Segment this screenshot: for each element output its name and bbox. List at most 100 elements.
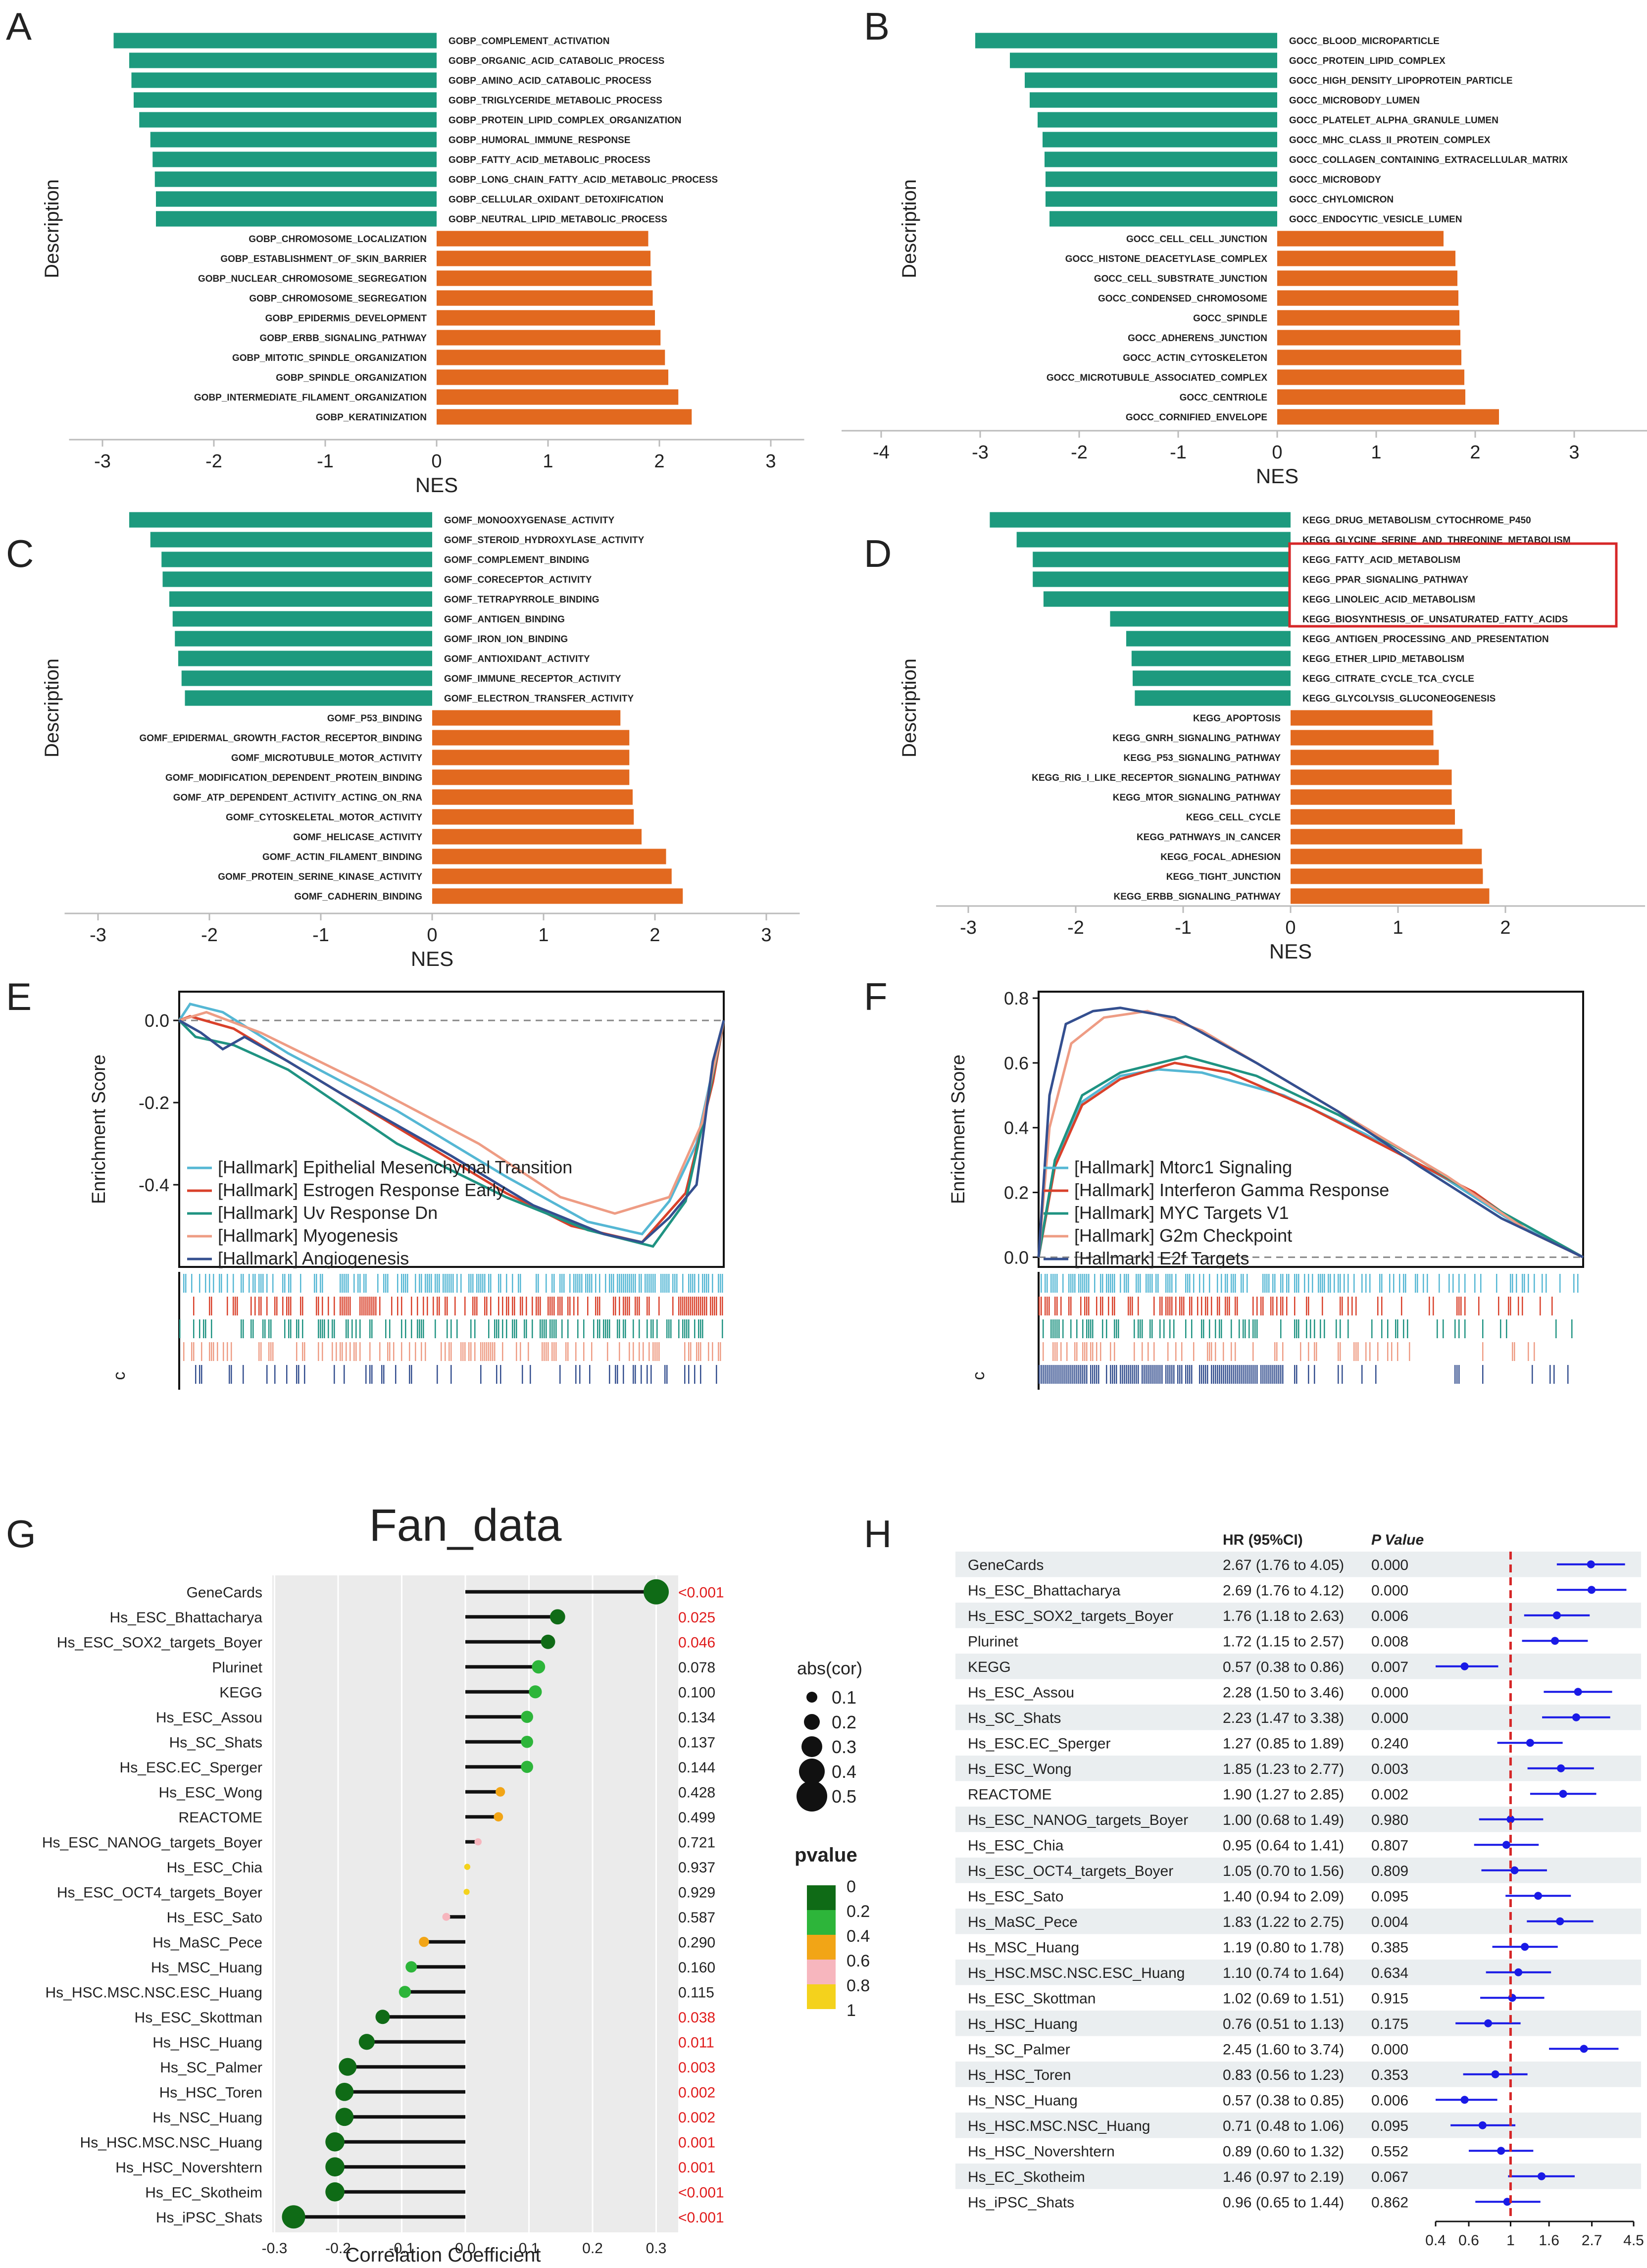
rank-tick [1062,1365,1064,1384]
hr-text: 1.40 (0.94 to 2.09) [1223,1888,1344,1905]
rank-tick [391,1297,393,1315]
rank-tick [296,1342,298,1361]
rank-tick [1142,1365,1143,1384]
rank-tick [193,1342,195,1361]
bar-A-7 [154,171,437,187]
rank-tick [710,1297,711,1315]
category-label: GOCC_CELL_CELL_JUNCTION [1126,234,1267,245]
rank-tick [688,1274,690,1293]
rank-tick [268,1342,270,1361]
bar-A-4 [139,112,437,128]
hr-point [1534,1892,1543,1900]
category-label: GOMF_ELECTRON_TRANSFER_ACTIVITY [444,694,634,704]
bar-B-10 [1277,231,1444,247]
rank-tick [1314,1342,1315,1361]
rank-tick [583,1319,585,1338]
category-label: GOMF_IRON_ION_BINDING [444,634,568,645]
rank-tick [1205,1297,1206,1315]
rank-tick [1048,1297,1050,1315]
rank-tick [1243,1274,1244,1293]
bar-D-15 [1291,809,1455,825]
rank-tick [1482,1319,1484,1338]
rank-tick [498,1319,499,1338]
rank-tick [670,1319,672,1338]
rank-tick [526,1319,527,1338]
rank-tick [249,1274,250,1293]
rank-tick [1066,1342,1068,1361]
rank-tick [298,1319,299,1338]
rank-tick [1183,1297,1185,1315]
rank-tick [1223,1365,1224,1384]
rank-tick [569,1297,571,1315]
pvalue-label: 0.025 [678,1610,715,1626]
bar-C-12 [432,750,630,765]
rank-tick [548,1342,549,1361]
es-plot-frame [1038,991,1584,1268]
rank-tick [1082,1319,1084,1338]
rank-tick [1118,1319,1119,1338]
rank-tick [211,1342,212,1361]
lollipop-point [496,1787,505,1797]
row-label: Hs_ESC_NANOG_targets_Boyer [42,1834,262,1851]
rank-tick [682,1319,684,1338]
rank-tick [262,1319,264,1338]
row-label: Hs_ESC_Sato [167,1910,262,1926]
row-label: Hs_ESC.EC_Sperger [120,1760,262,1776]
chart-title: Fan_data [369,1500,562,1551]
rank-tick [1181,1342,1183,1361]
rank-tick [300,1297,301,1315]
hr-text: 1.83 (1.22 to 2.75) [1223,1914,1344,1930]
rank-tick [1508,1297,1509,1315]
x-tick-label: 4.5 [1623,2232,1644,2249]
rank-tick [464,1297,466,1315]
bar-D-11 [1291,730,1434,746]
rank-tick [650,1319,652,1338]
bar-B-13 [1277,290,1458,306]
category-label: KEGG_TIGHT_JUNCTION [1166,872,1281,882]
rank-tick [1389,1274,1391,1293]
rank-tick [1353,1342,1355,1361]
rank-tick [1193,1274,1195,1293]
pvalue-label: 0.078 [678,1660,715,1676]
es-curve-3 [179,1010,725,1215]
rank-tick [1173,1319,1175,1338]
rank-tick [355,1342,357,1361]
bar-C-14 [432,789,633,805]
rank-tick [1353,1274,1355,1293]
rank-tick [615,1297,616,1315]
rank-tick [1308,1365,1309,1384]
rank-tick [1114,1297,1115,1315]
rank-tick [1187,1365,1189,1384]
rank-tick [538,1274,539,1293]
rank-tick [1068,1297,1070,1315]
rank-tick [1270,1297,1272,1315]
color-legend-swatch [807,1935,836,1960]
rank-tick [383,1365,385,1384]
x-tick-label: 0.0 [455,2240,476,2257]
rank-tick [480,1342,482,1361]
rank-tick [1056,1342,1058,1361]
rank-tick [1381,1319,1383,1338]
hr-point [1521,1943,1529,1951]
lollipop-point [419,1937,429,1947]
p-text: 0.634 [1371,1965,1408,1981]
rank-tick [383,1274,385,1293]
bar-C-11 [432,730,630,746]
rank-tick [443,1274,444,1293]
x-tick-label: -3 [960,917,977,938]
rank-tick [700,1365,701,1384]
rank-tick [553,1319,555,1338]
rank-tick [1522,1274,1523,1293]
rank-tick [272,1274,274,1293]
lollipop-point [494,1812,503,1822]
bar-A-6 [152,151,437,167]
category-label: GOCC_CELL_SUBSTRATE_JUNCTION [1094,274,1267,284]
rank-label: c [110,1372,129,1380]
rank-tick [1294,1319,1296,1338]
rank-tick [1084,1342,1086,1361]
rank-tick [647,1297,648,1315]
rank-tick [1074,1365,1076,1384]
rank-tick [1148,1274,1149,1293]
rank-tick [662,1274,664,1293]
pvalue-label: 0.001 [678,2160,715,2176]
